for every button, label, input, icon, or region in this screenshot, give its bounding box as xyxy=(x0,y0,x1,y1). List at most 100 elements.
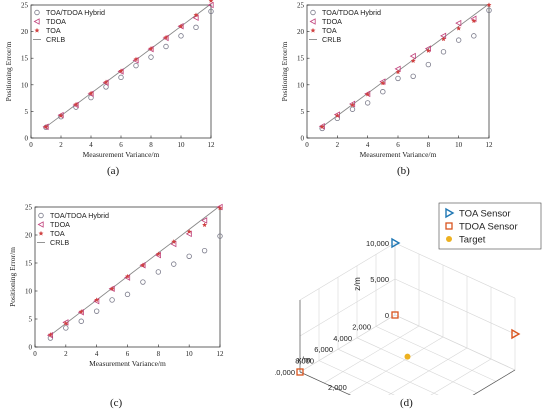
y-tick-label: 10 xyxy=(297,81,305,89)
sensor-point-red xyxy=(511,328,521,340)
x-tick-label: 4 xyxy=(95,350,99,358)
grid-line xyxy=(388,347,468,395)
y-tick-label: 4,000 xyxy=(352,394,371,395)
data-point xyxy=(334,113,340,118)
data-point xyxy=(207,1,214,9)
y-tick-label: 20 xyxy=(21,28,29,36)
data-point xyxy=(410,58,416,63)
grid-line xyxy=(337,348,439,395)
legend-box xyxy=(438,202,542,250)
y-tick-label: 25 xyxy=(21,2,29,10)
legend-marker xyxy=(446,236,452,242)
legend-label: Target xyxy=(459,235,486,246)
legend-label: TDOA xyxy=(50,220,70,229)
z-axis-label: z/m xyxy=(352,277,362,291)
y-tick-label: 20 xyxy=(297,28,305,36)
data-point xyxy=(380,80,386,86)
y-tick-label: 10 xyxy=(21,81,29,89)
data-point xyxy=(178,33,184,39)
legend-label: TOA/TDOA Hybrid xyxy=(50,211,109,220)
x-tick-label: 0 xyxy=(29,141,33,149)
data-point xyxy=(93,308,100,314)
y-tick-label: 5 xyxy=(29,316,33,324)
x-tick-label: 8 xyxy=(149,141,153,149)
series-line-crlb xyxy=(321,3,490,128)
data-point xyxy=(43,124,49,129)
panel-label-b: (b) xyxy=(397,165,410,177)
series-line-crlb xyxy=(45,3,212,128)
data-point xyxy=(349,106,356,112)
x-tick-label: 2 xyxy=(59,141,63,149)
data-point xyxy=(441,36,446,42)
data-point xyxy=(94,297,100,303)
data-point xyxy=(380,89,386,95)
data-point xyxy=(73,101,79,107)
x-tick-label: 2 xyxy=(336,141,340,149)
data-point xyxy=(409,52,416,60)
y-tick-label: 20 xyxy=(25,232,33,240)
grid-line xyxy=(323,325,420,384)
y-tick-label: 25 xyxy=(25,204,33,212)
legend-label: TDOA xyxy=(46,17,66,26)
data-point xyxy=(365,91,371,97)
legend-label: CRLB xyxy=(50,238,69,247)
data-point xyxy=(103,84,109,90)
data-point xyxy=(395,69,401,75)
data-point xyxy=(103,79,109,85)
data-point xyxy=(178,23,184,29)
y-tick-label: 0 xyxy=(29,344,33,352)
x-tick-label: 4,000 xyxy=(333,334,352,343)
data-point xyxy=(118,68,124,74)
data-point xyxy=(186,253,192,259)
data-point xyxy=(201,247,208,254)
grid-line xyxy=(430,358,492,395)
toa-sensor-point xyxy=(391,237,401,249)
grid-line xyxy=(394,314,516,371)
data-point xyxy=(118,74,124,81)
y-tick-label: 5 xyxy=(25,108,29,116)
data-point xyxy=(140,279,146,285)
legend-marker xyxy=(445,222,453,230)
data-point xyxy=(410,73,416,79)
grid-line xyxy=(394,242,516,299)
data-point xyxy=(163,34,169,40)
legend-label: TOA/TDOA Hybrid xyxy=(322,8,381,17)
y-axis-label: Positioning Error/m xyxy=(8,247,17,307)
data-point xyxy=(140,262,146,268)
x-tick-label: 6 xyxy=(126,350,130,358)
legend-marker xyxy=(309,18,316,25)
data-point xyxy=(364,100,371,106)
legend-label: CRLB xyxy=(46,35,65,44)
x-axis-label: x/m xyxy=(297,354,311,364)
grid-line xyxy=(472,369,516,395)
legend-label: CRLB xyxy=(322,35,341,44)
data-point xyxy=(192,14,199,22)
z-tick-label: 5,000 xyxy=(370,275,389,284)
y-tick-label: 0 xyxy=(25,135,29,143)
grid-line xyxy=(347,336,444,395)
axis-line xyxy=(472,369,516,395)
x-tick-label: 12 xyxy=(217,350,225,358)
data-point xyxy=(88,90,94,96)
x-tick-label: 4 xyxy=(366,141,370,149)
data-point xyxy=(155,269,162,275)
data-point xyxy=(350,102,355,108)
legend-marker xyxy=(310,27,316,33)
data-point xyxy=(171,261,177,267)
legend-label: TOA xyxy=(322,26,337,35)
data-point xyxy=(155,251,161,257)
x-tick-label: 10 xyxy=(178,141,186,149)
x-tick-label: 8 xyxy=(427,141,431,149)
y-tick-label: 5 xyxy=(301,108,305,116)
axis-line xyxy=(299,371,352,395)
data-point xyxy=(440,49,447,55)
data-point xyxy=(124,291,131,298)
data-point xyxy=(78,318,84,324)
y-tick-label: 15 xyxy=(21,55,29,63)
tdoa-sensor-point xyxy=(391,311,399,319)
legend-marker xyxy=(38,230,44,236)
x-axis-label: Measurement Variance/m xyxy=(89,359,166,368)
data-point xyxy=(163,43,169,50)
y-tick-label: 15 xyxy=(25,260,33,268)
grid-line xyxy=(394,278,516,335)
